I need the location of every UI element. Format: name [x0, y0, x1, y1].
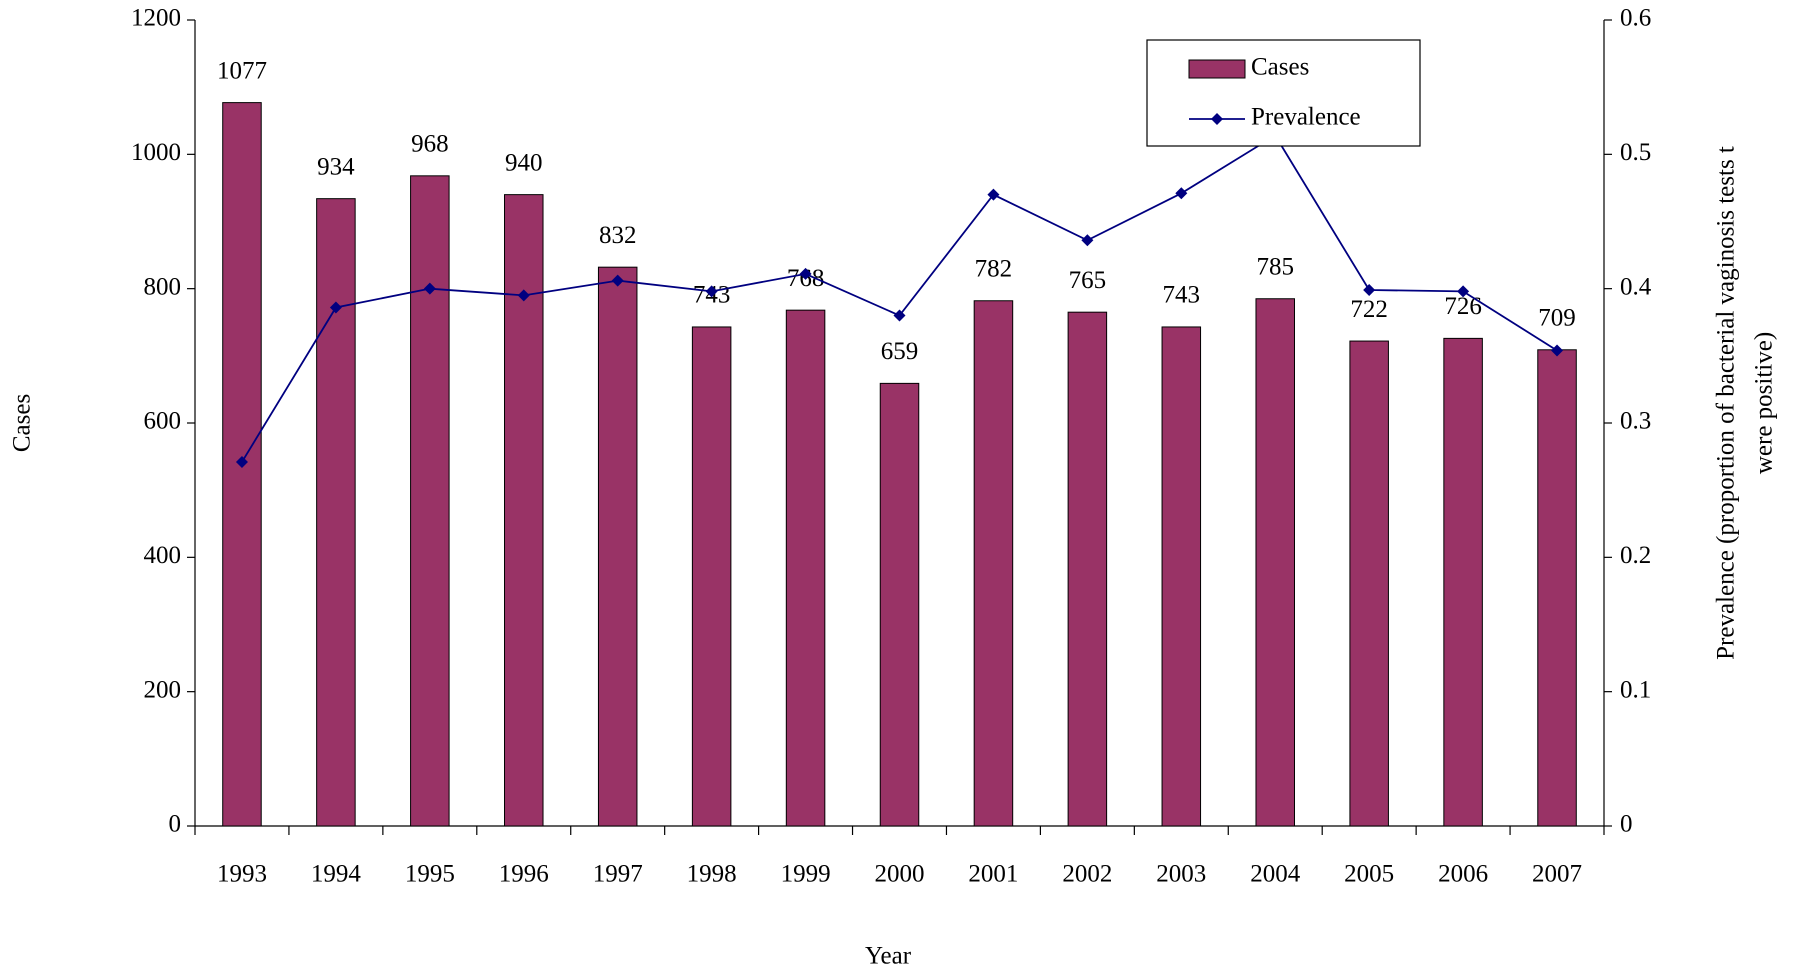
y-tick-label: 800 [144, 273, 182, 300]
x-tick-label: 1993 [217, 861, 267, 888]
data-label: 709 [1538, 305, 1576, 332]
y2-tick-label: 0.5 [1620, 139, 1651, 166]
bar [1537, 349, 1577, 827]
marker [1457, 285, 1470, 298]
x-tick-label: 2002 [1062, 861, 1112, 888]
x-tick-label: 1994 [311, 861, 362, 888]
y2-tick-label: 0.2 [1620, 542, 1651, 569]
y-tick-label: 400 [144, 542, 182, 569]
bar [1349, 340, 1389, 827]
data-label: 765 [1069, 267, 1107, 294]
marker [1175, 187, 1188, 200]
x-tick-label: 1995 [405, 861, 455, 888]
x-tick-label: 2007 [1532, 861, 1582, 888]
legend-box [1146, 39, 1421, 147]
data-label: 659 [881, 338, 919, 365]
x-axis-title: Year [865, 943, 912, 970]
legend-marker [1211, 113, 1223, 125]
x-tick-label: 1996 [499, 861, 549, 888]
legend-label: Prevalence [1251, 104, 1361, 131]
x-tick-label: 2006 [1438, 861, 1488, 888]
x-tick-label: 1997 [593, 861, 643, 888]
x-tick-label: 2000 [875, 861, 925, 888]
bar [879, 382, 920, 827]
y2-axis-title: Prevalence (proportion of bacterial vagi… [1713, 146, 1740, 660]
data-label: 934 [317, 153, 355, 180]
y2-axis-title: were positive) [1751, 332, 1778, 474]
y-axis-title: Cases [9, 394, 36, 452]
x-tick-label: 2003 [1156, 861, 1206, 888]
data-label: 782 [975, 255, 1013, 282]
y-tick-label: 1000 [131, 139, 181, 166]
bar [691, 326, 732, 827]
marker [987, 188, 1000, 201]
marker [1363, 284, 1376, 297]
bar [973, 300, 1014, 827]
x-tick-label: 1998 [687, 861, 737, 888]
data-label: 1077 [217, 57, 267, 84]
y-tick-label: 0 [169, 811, 182, 838]
bar [597, 266, 638, 827]
y2-tick-label: 0 [1620, 811, 1633, 838]
x-tick-label: 2001 [968, 861, 1018, 888]
data-label: 785 [1256, 253, 1294, 280]
x-tick-label: 2005 [1344, 861, 1394, 888]
marker [329, 301, 342, 314]
y2-tick-label: 0.3 [1620, 408, 1651, 435]
bar [1161, 326, 1202, 827]
y2-tick-label: 0.1 [1620, 676, 1651, 703]
y-tick-label: 200 [144, 676, 182, 703]
data-label: 722 [1350, 296, 1388, 323]
marker [423, 282, 436, 295]
y-tick-label: 600 [144, 408, 182, 435]
bar [785, 309, 826, 827]
marker [893, 309, 906, 322]
data-label: 940 [505, 149, 543, 176]
y-tick-label: 1200 [131, 5, 181, 32]
data-label: 726 [1444, 293, 1482, 320]
marker [1551, 344, 1564, 357]
data-label: 968 [411, 131, 449, 158]
x-tick-label: 2004 [1250, 861, 1301, 888]
data-label: 832 [599, 222, 637, 249]
bar [504, 194, 544, 827]
data-label: 743 [1163, 282, 1201, 309]
marker [799, 267, 812, 280]
marker [1081, 234, 1094, 247]
y2-tick-label: 0.6 [1620, 5, 1651, 32]
y2-tick-label: 0.4 [1620, 273, 1652, 300]
marker [517, 289, 530, 302]
marker [705, 285, 718, 298]
bar [1255, 298, 1295, 827]
bar [1067, 311, 1108, 827]
x-tick-label: 1999 [781, 861, 831, 888]
bar [316, 198, 356, 827]
legend-label: Cases [1251, 54, 1309, 81]
bar [1443, 337, 1483, 827]
bar [410, 175, 450, 827]
marker [235, 455, 248, 468]
marker [611, 274, 624, 287]
legend-swatch [1188, 59, 1246, 79]
